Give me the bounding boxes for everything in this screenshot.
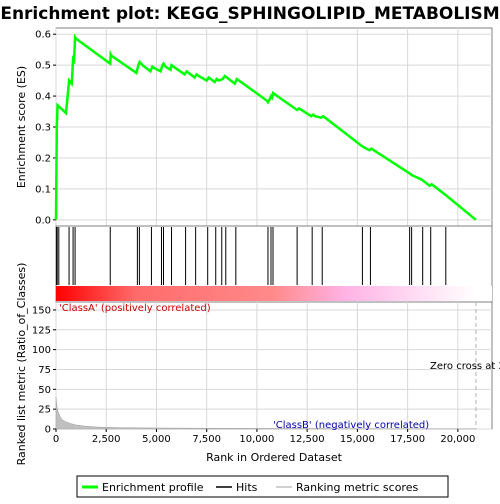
x-tick-label: 17,500 [390, 434, 425, 445]
legend: Enrichment profile Hits Ranking metric s… [76, 475, 449, 498]
metric-plot-area [55, 301, 493, 430]
x-tick-label: 10,000 [239, 434, 274, 445]
es-y-tick-label: 0.2 [35, 153, 51, 164]
chart-title: Enrichment plot: KEGG_SPHINGOLIPID_METAB… [0, 4, 499, 24]
x-tick-label: 12,500 [290, 434, 325, 445]
metric-y-ticks: 0 25 50 75 100 125 150 [32, 305, 56, 436]
x-tick-label: 15,000 [340, 434, 375, 445]
x-tick-label: 0 [53, 434, 59, 445]
x-ticks: 0 2,500 5,000 7,500 10,000 12,500 15,000 17,500… [53, 429, 475, 445]
enrichment-profile-line [54, 33, 477, 221]
metric-y-tick-label: 100 [32, 345, 51, 356]
metric-y-tick-label: 150 [32, 305, 51, 316]
x-axis-label: Rank in Ordered Dataset [206, 451, 343, 464]
metric-y-tick-label: 75 [38, 365, 51, 376]
class-a-label: 'ClassA' (positively correlated) [59, 303, 211, 314]
legend-enrichment-label: Enrichment profile [102, 481, 204, 494]
legend-metric-label: Ranking metric scores [296, 481, 418, 494]
class-b-label: 'ClassB' (negatively correlated) [273, 420, 429, 431]
es-y-tick-label: 0.1 [35, 184, 51, 195]
legend-box [76, 475, 449, 498]
metric-y-tick-label: 25 [38, 405, 51, 416]
es-panel: 0.0 0.1 0.2 0.3 0.4 0.5 0.6 Enrichment score (… [15, 27, 493, 227]
es-y-axis-label: Enrichment score (ES) [15, 66, 28, 188]
legend-hits-label: Hits [236, 481, 258, 494]
es-y-tick-label: 0.5 [35, 61, 51, 72]
es-y-tick-label: 0.3 [35, 123, 51, 134]
zero-cross-label: Zero cross at 2 [430, 361, 500, 372]
rank-gradient-bar [56, 286, 492, 301]
es-y-tick-label: 0.0 [35, 215, 51, 226]
metric-y-tick-label: 0 [45, 425, 51, 436]
hits-panel [55, 225, 493, 303]
metric-y-tick-label: 50 [38, 385, 51, 396]
ranking-metric-area [55, 397, 477, 430]
x-tick-label: 5,000 [142, 434, 171, 445]
metric-y-tick-label: 125 [32, 325, 51, 336]
hit-markers [56, 227, 447, 285]
metric-y-axis-label: Ranked list metric (Ratio_of_Classes) [15, 263, 28, 466]
metric-panel: Zero cross at 2 'ClassA' (positively cor… [15, 263, 500, 466]
x-tick-label: 20,000 [440, 434, 475, 445]
x-tick-label: 2,500 [92, 434, 121, 445]
es-y-tick-label: 0.4 [35, 92, 51, 103]
es-y-tick-label: 0.6 [35, 30, 51, 41]
x-tick-label: 7,500 [192, 434, 221, 445]
es-y-ticks: 0.0 0.1 0.2 0.3 0.4 0.5 0.6 [35, 30, 56, 226]
